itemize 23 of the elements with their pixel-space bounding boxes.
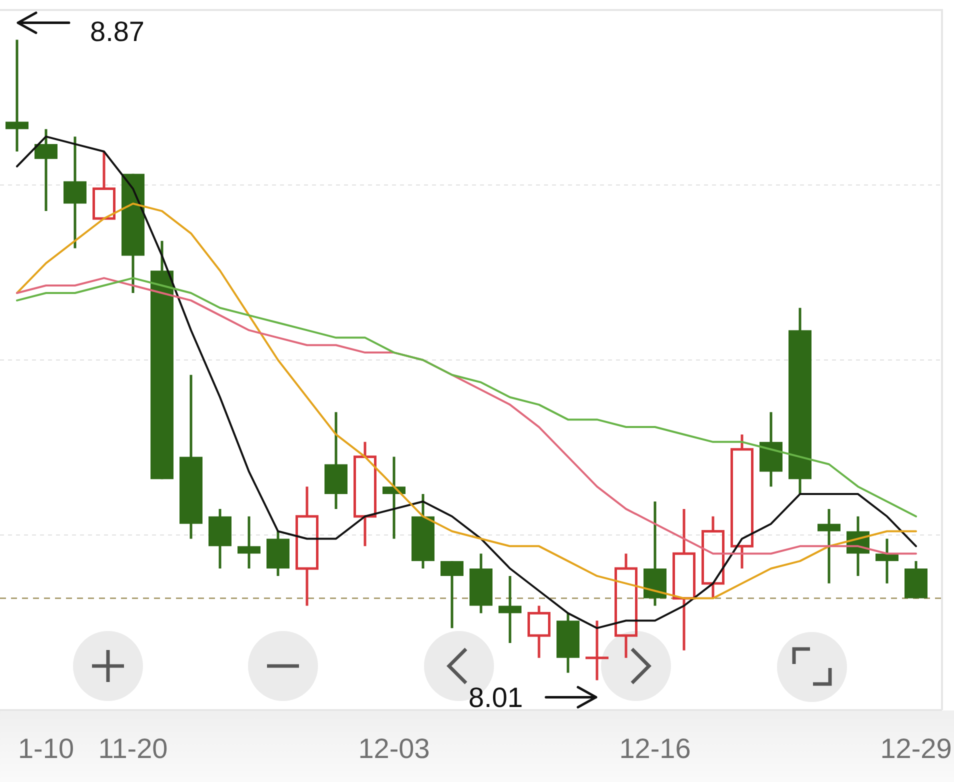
candlestick <box>440 560 464 630</box>
candlestick <box>296 485 318 607</box>
candlestick <box>64 135 86 250</box>
candlestick <box>6 38 28 153</box>
candlestick <box>34 128 58 212</box>
x-tick-label: 12-29 <box>880 732 952 764</box>
text: 8.01 <box>468 682 523 713</box>
candlestick <box>498 574 522 644</box>
candlestick <box>730 433 754 570</box>
x-tick-label: 11-20 <box>98 732 168 764</box>
candlestick <box>614 552 638 660</box>
x-tick-label: 1-10 <box>18 732 74 764</box>
candlestick <box>818 508 840 585</box>
candlestick <box>354 440 376 548</box>
x-tick-label: 12-03 <box>358 732 430 764</box>
candlestick <box>238 515 260 570</box>
x-tick-label: 12-16 <box>619 732 691 764</box>
candlestick <box>586 619 608 682</box>
candlestick <box>528 604 550 660</box>
candlestick <box>702 515 724 600</box>
annotation: 8.87 <box>90 15 144 46</box>
candlestick <box>876 537 898 585</box>
candlestick <box>92 150 116 220</box>
